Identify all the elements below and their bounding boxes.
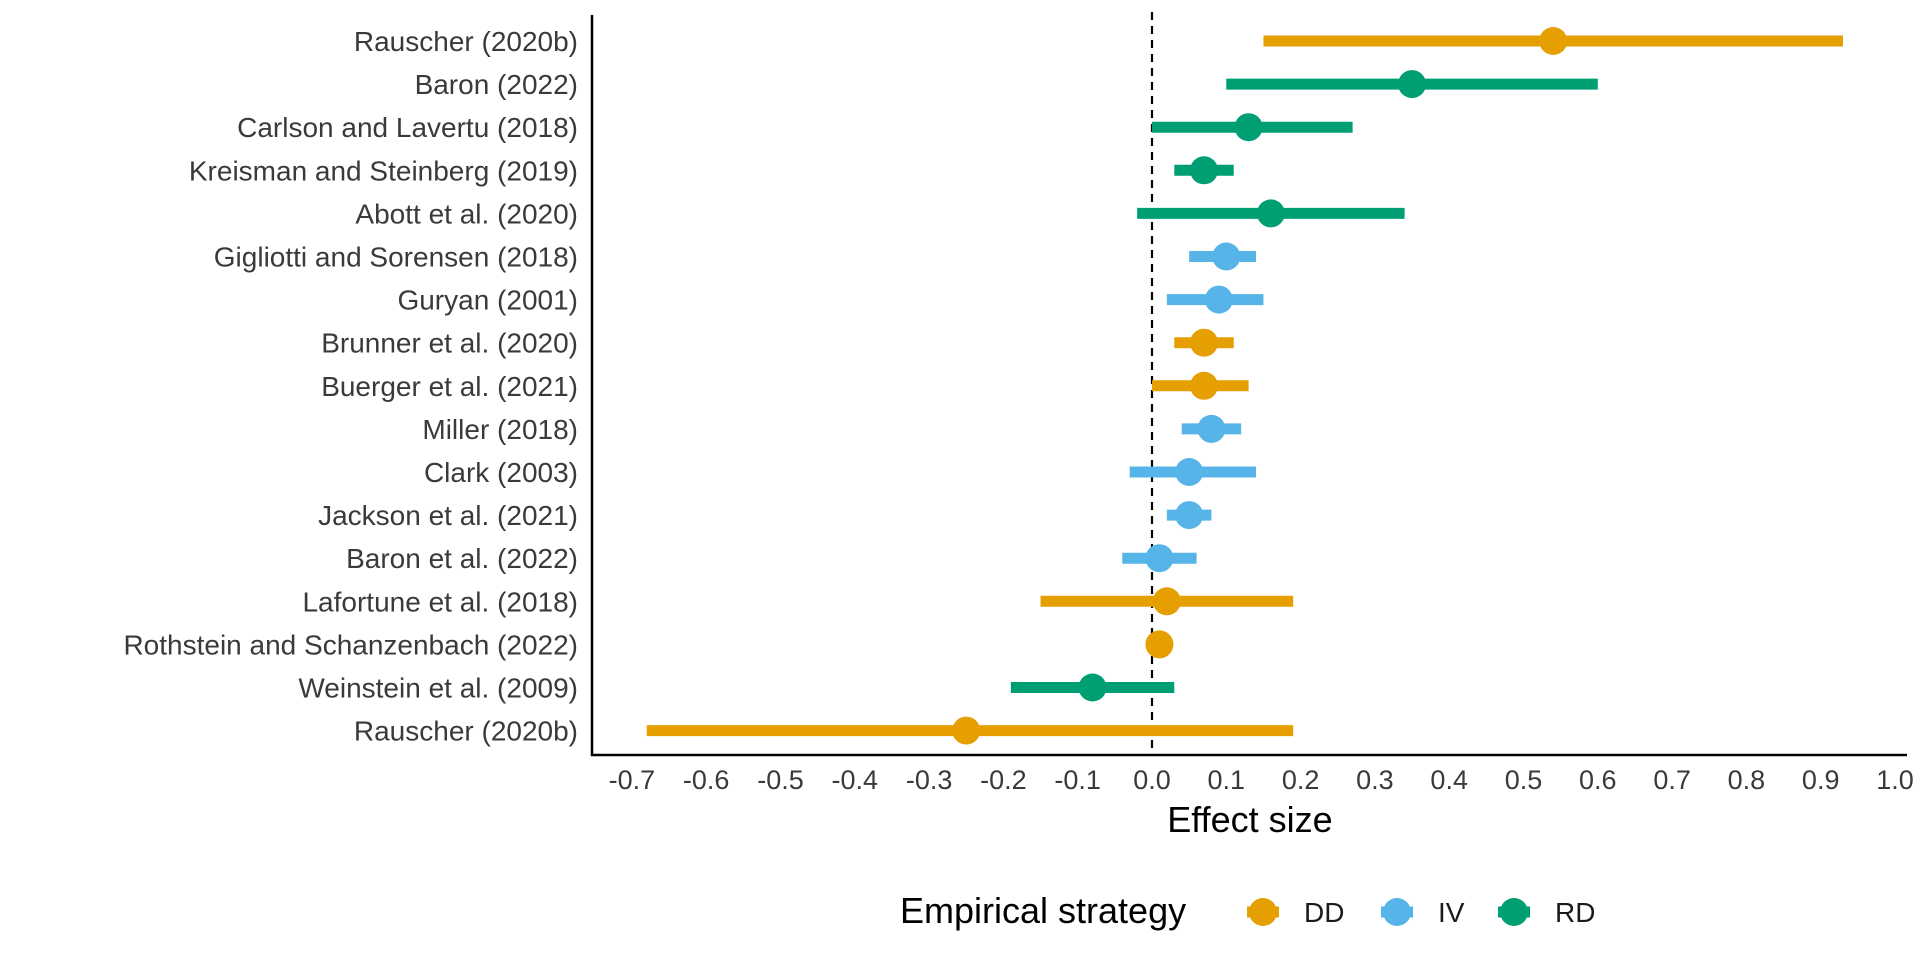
estimate-point [1234, 113, 1263, 142]
estimate-point [1398, 70, 1427, 99]
legend-key-point [1249, 898, 1277, 926]
study-label: Abott et al. (2020) [355, 198, 578, 229]
study-label: Clark (2003) [424, 457, 578, 488]
x-tick-label: 0.1 [1208, 765, 1246, 795]
x-tick-label: 0.9 [1802, 765, 1840, 795]
study-label: Miller (2018) [422, 414, 578, 445]
x-tick-label: -0.1 [1054, 765, 1101, 795]
x-tick-labels: -0.7 -0.6 -0.5 -0.4 -0.3 -0.2 -0.1 0.0 0.1 0.2 0.3… [609, 765, 1914, 795]
study-label: Baron et al. (2022) [346, 543, 578, 574]
study-label: Brunner et al. (2020) [321, 328, 578, 359]
legend-key-point [1500, 898, 1528, 926]
x-tick-label: -0.2 [980, 765, 1027, 795]
study-label: Rauscher (2020b) [354, 26, 578, 57]
estimate-marks [646, 27, 1843, 745]
legend: Empirical strategy DD IV RD [900, 890, 1595, 931]
study-label: Rothstein and Schanzenbach (2022) [123, 629, 578, 660]
legend-label: IV [1438, 897, 1465, 928]
axes-layer [590, 15, 1907, 757]
x-tick-label: 0.6 [1579, 765, 1617, 795]
x-tick-label: -0.4 [832, 765, 879, 795]
x-tick-label: 0.8 [1728, 765, 1766, 795]
study-label: Rauscher (2020b) [354, 716, 578, 747]
estimate-point [1190, 328, 1219, 357]
x-tick-label: 0.7 [1653, 765, 1691, 795]
x-tick-label: 1.0 [1876, 765, 1914, 795]
estimate-point [1175, 501, 1204, 530]
estimate-point [952, 716, 981, 745]
study-label: Carlson and Lavertu (2018) [237, 112, 578, 143]
x-tick-label: 0.5 [1505, 765, 1543, 795]
estimate-point [1145, 630, 1174, 659]
estimate-point [1190, 371, 1219, 400]
study-label: Kreisman and Steinberg (2019) [189, 155, 578, 186]
legend-label: DD [1304, 897, 1344, 928]
estimate-point [1212, 242, 1241, 271]
legend-title: Empirical strategy [900, 890, 1186, 931]
legend-label: RD [1555, 897, 1595, 928]
estimate-point [1190, 156, 1219, 185]
estimate-point [1152, 587, 1181, 616]
study-label: Buerger et al. (2021) [321, 371, 578, 402]
x-tick-label: -0.3 [906, 765, 953, 795]
estimate-point [1256, 199, 1285, 228]
estimate-point [1197, 414, 1226, 443]
x-tick-label: -0.6 [683, 765, 730, 795]
x-tick-label: 0.3 [1356, 765, 1394, 795]
study-label: Jackson et al. (2021) [318, 500, 578, 531]
x-tick-label: -0.7 [609, 765, 656, 795]
estimate-point [1539, 27, 1568, 55]
study-label: Baron (2022) [415, 69, 578, 100]
x-tick-label: 0.4 [1430, 765, 1468, 795]
estimate-point [1204, 285, 1233, 314]
x-tick-label: -0.5 [757, 765, 804, 795]
estimate-point [1145, 544, 1174, 573]
study-label: Weinstein et al. (2009) [298, 673, 578, 704]
x-axis-title: Effect size [1167, 799, 1332, 840]
estimate-point [1175, 458, 1204, 486]
study-label: Gigliotti and Sorensen (2018) [214, 242, 578, 273]
x-tick-label: 0.2 [1282, 765, 1320, 795]
study-label: Guryan (2001) [397, 285, 578, 316]
legend-key-point [1383, 898, 1411, 926]
estimate-point [1078, 673, 1107, 702]
x-tick-label: 0.0 [1133, 765, 1171, 795]
study-label: Lafortune et al. (2018) [302, 586, 578, 617]
study-labels: Rauscher (2020b) Baron (2022) Carlson and … [123, 26, 578, 747]
